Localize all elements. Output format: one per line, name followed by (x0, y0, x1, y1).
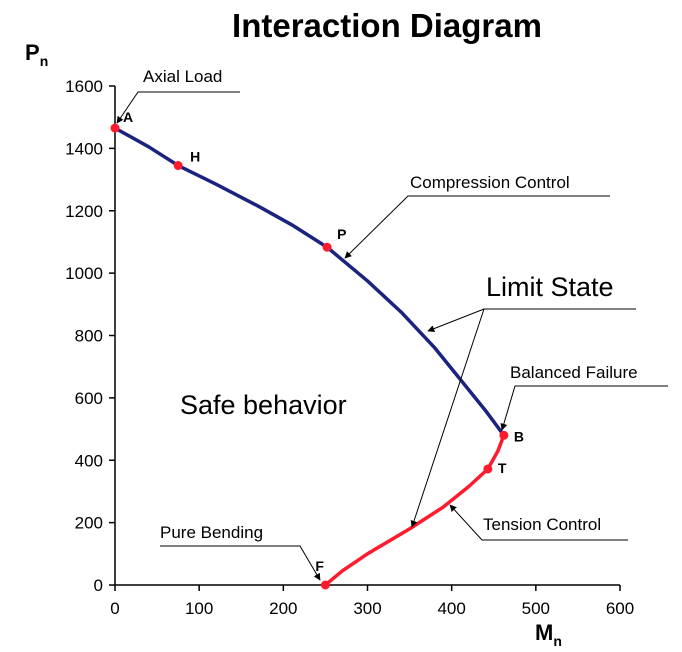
point-t-label: T (498, 460, 507, 476)
y-tick-label: 0 (94, 576, 103, 595)
annotation-limit-state: Limit State (486, 272, 614, 302)
point-a-marker (110, 123, 120, 133)
y-axis-label-main: P (25, 40, 40, 65)
y-tick-label: 1600 (65, 77, 103, 96)
tension-control-leader (449, 504, 628, 541)
point-h-label: H (190, 149, 200, 165)
y-tick-label: 200 (75, 514, 103, 533)
y-tick-label: 1000 (65, 264, 103, 283)
point-b-marker (499, 430, 509, 440)
annotation-tension-control: Tension Control (483, 515, 601, 534)
y-axis-label-sub: n (40, 53, 49, 69)
axis-ticks: 0 200 400 600 800 1000 1200 1400 1600 0 100 200 300 4… (65, 77, 634, 618)
y-axis-label: Pn (25, 40, 48, 69)
point-f-label: F (315, 558, 324, 574)
limit-state-leader-upper (427, 308, 636, 332)
balanced-failure-leader (500, 385, 668, 431)
point-p-marker (322, 242, 332, 252)
x-tick-label: 600 (606, 599, 634, 618)
y-tick-label: 600 (75, 389, 103, 408)
y-tick-label: 800 (75, 327, 103, 346)
y-tick-label: 400 (75, 451, 103, 470)
annotation-leaders (116, 91, 668, 581)
point-t-marker (483, 464, 493, 474)
y-tick-label: 1200 (65, 202, 103, 221)
x-tick-label: 0 (110, 599, 119, 618)
annotation-safe-behavior: Safe behavior (180, 390, 347, 420)
x-tick-label: 300 (353, 599, 381, 618)
annotation-compression-control: Compression Control (410, 173, 570, 192)
x-axis-label-main: M (535, 620, 553, 645)
limit-state-leader-lower (410, 308, 485, 528)
point-h-marker (173, 161, 183, 171)
x-axis-label: Mn (535, 620, 562, 649)
y-tick-label: 1400 (65, 139, 103, 158)
x-axis-label-sub: n (553, 633, 562, 649)
annotation-axial-load: Axial Load (143, 67, 222, 86)
annotation-pure-bending: Pure Bending (160, 523, 263, 542)
point-b-label: B (514, 428, 524, 444)
x-tick-label: 100 (185, 599, 213, 618)
annotation-balanced-failure: Balanced Failure (510, 363, 638, 382)
axial-load-leader (116, 91, 240, 124)
x-tick-label: 500 (522, 599, 550, 618)
data-points: A H P BT F (110, 109, 524, 590)
curves (113, 126, 506, 587)
x-tick-label: 200 (269, 599, 297, 618)
point-a-label: A (123, 109, 133, 125)
x-tick-label: 400 (437, 599, 465, 618)
point-f-marker (320, 580, 330, 590)
compression-control-leader (344, 195, 610, 259)
point-p-label: P (337, 226, 346, 242)
chart-title: Interaction Diagram (232, 7, 542, 44)
tension-control-curve (323, 433, 506, 587)
pure-bending-leader (160, 545, 321, 581)
